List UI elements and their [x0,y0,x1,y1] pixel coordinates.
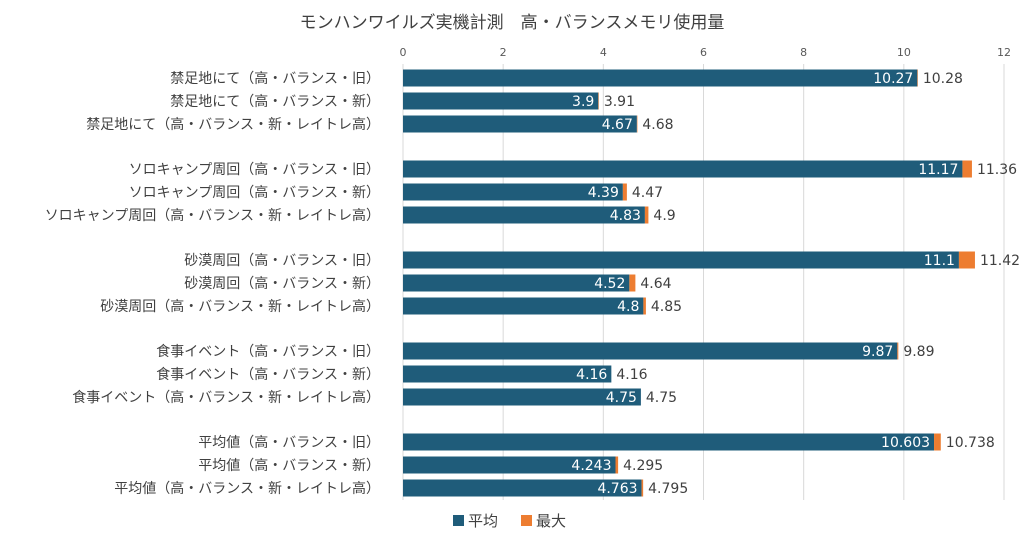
bar-average [403,92,599,110]
bar-average [403,297,644,315]
bar-max [629,274,636,292]
bar-max [643,297,646,315]
bar-average [403,456,616,474]
x-tick-label: 8 [800,46,807,59]
bar-max [641,479,644,497]
bar-max [644,206,649,224]
bar-average [403,160,963,178]
category-label: 砂漠周回（高・バランス・新） [184,275,380,292]
bar-max [958,251,975,269]
bar-average [403,69,918,87]
category-label: 砂漠周回（高・バランス・旧） [184,252,380,269]
x-tick-label: 2 [500,46,507,59]
x-tick-label: 4 [600,46,607,59]
data-label-max: 11.36 [977,162,1017,178]
bars: 10.27 10.28 3.9 3.91 4.67 4.68 11.17 11.36 4.39 4… [403,69,1020,497]
x-tick-label: 6 [700,46,707,59]
data-label-max: 10.738 [946,435,995,451]
data-label-average: 4.52 [594,276,625,292]
legend-label-average: 平均 [468,512,498,530]
data-label-average: 4.39 [588,185,619,201]
data-label-average: 4.67 [602,117,633,133]
bar-max [636,115,638,133]
data-label-max: 4.16 [616,367,647,383]
x-tick-label: 0 [400,46,407,59]
category-label: 平均値（高・バランス・旧） [198,434,380,451]
data-label-max: 4.295 [623,458,663,474]
bar-max [897,342,899,360]
data-label-max: 4.9 [653,208,675,224]
data-label-max: 4.47 [632,185,663,201]
x-tick-label: 12 [997,46,1011,59]
data-label-max: 11.42 [980,253,1020,269]
data-label-max: 4.68 [642,117,673,133]
data-label-max: 10.28 [923,71,963,87]
bar-max [615,456,619,474]
data-label-average: 4.243 [571,458,611,474]
category-label: ソロキャンプ周回（高・バランス・新・レイトレ高） [45,207,380,224]
data-label-average: 10.27 [873,71,913,87]
bar-max [934,433,941,451]
category-labels: 禁足地にて（高・バランス・旧） 禁足地にて（高・バランス・新） 禁足地にて（高・バラ… [45,70,380,497]
bar-max [622,183,627,201]
legend-swatch-max [521,515,532,526]
data-label-average: 11.17 [918,162,958,178]
data-label-average: 4.8 [617,299,639,315]
category-label: 禁足地にて（高・バランス・旧） [170,70,380,87]
category-label: 砂漠周回（高・バランス・新・レイトレ高） [100,298,380,315]
data-label-max: 9.89 [903,344,934,360]
data-label-average: 10.603 [881,435,930,451]
data-label-average: 11.1 [924,253,955,269]
category-label: ソロキャンプ周回（高・バランス・新） [129,184,380,201]
data-label-max: 4.85 [651,299,682,315]
category-label: 食事イベント（高・バランス・新・レイトレ高） [72,389,380,406]
data-label-average: 9.87 [862,344,893,360]
legend-swatch-average [453,515,464,526]
legend-label-max: 最大 [536,512,566,530]
x-axis-ticks: 0 2 4 6 8 10 12 [400,46,1012,59]
x-tick-label: 10 [897,46,911,59]
category-label: 平均値（高・バランス・新・レイトレ高） [114,480,380,497]
category-label: ソロキャンプ周回（高・バランス・旧） [129,161,380,178]
bar-average [403,274,630,292]
bar-average [403,206,645,224]
category-label: 平均値（高・バランス・新） [198,457,380,474]
bar-max [917,69,918,87]
legend: 平均 最大 [453,512,566,530]
category-label: 禁足地にて（高・バランス・新・レイトレ高） [86,116,380,133]
data-label-average: 4.83 [610,208,641,224]
data-label-max: 4.75 [646,390,677,406]
bar-average [403,388,641,406]
data-label-average: 4.16 [576,367,607,383]
data-label-average: 4.75 [606,390,637,406]
category-label: 禁足地にて（高・バランス・新） [170,93,380,110]
category-label: 食事イベント（高・バランス・新） [156,366,380,383]
bar-average [403,183,623,201]
bar-max [962,160,972,178]
data-label-average: 4.763 [597,481,637,497]
bar-max [598,92,599,110]
bar-average [403,251,959,269]
data-label-max: 3.91 [604,94,635,110]
data-label-max: 4.795 [648,481,688,497]
category-label: 食事イベント（高・バランス・旧） [156,343,380,360]
bar-average [403,479,642,497]
data-label-average: 3.9 [572,94,594,110]
bar-average [403,433,935,451]
bar-average [403,342,898,360]
bar-average [403,115,637,133]
bar-average [403,365,612,383]
data-label-max: 4.64 [640,276,671,292]
chart-title: モンハンワイルズ実機計測 高・バランスメモリ使用量 [300,12,725,33]
